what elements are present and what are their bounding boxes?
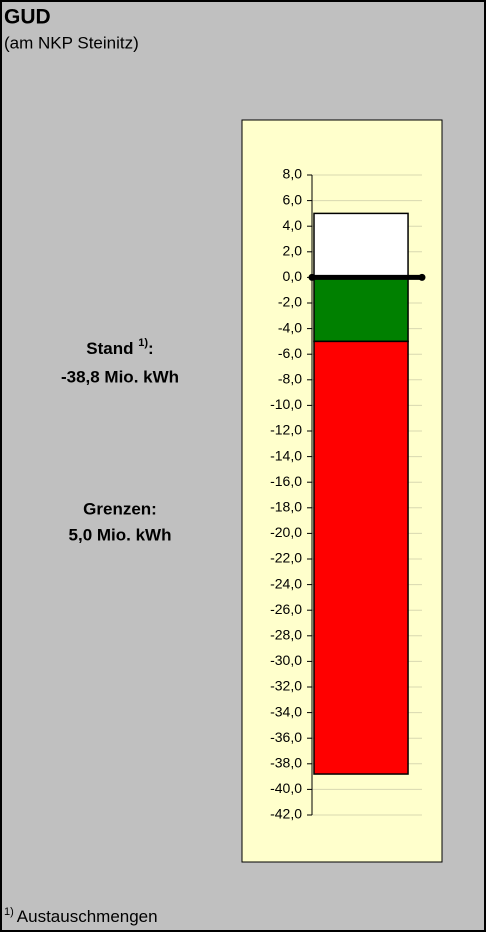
y-tick-label: -32,0 — [270, 678, 302, 694]
stand-colon: : — [148, 339, 154, 358]
y-tick-label: -20,0 — [270, 524, 302, 540]
footnote-text: Austauschmengen — [17, 907, 158, 926]
limits-label: Grenzen: — [83, 499, 157, 518]
y-tick-label: -22,0 — [270, 550, 302, 566]
footnote-marker: 1) — [4, 906, 14, 918]
y-tick-label: -38,0 — [270, 755, 302, 771]
bar-segment — [313, 276, 409, 343]
y-tick-label: -18,0 — [270, 499, 302, 515]
y-tick-label: -6,0 — [278, 345, 302, 361]
y-tick-label: -14,0 — [270, 447, 302, 463]
y-tick-label: 0,0 — [283, 268, 303, 284]
bar-segment — [313, 340, 409, 775]
zero-line-end — [418, 273, 426, 281]
y-tick-label: -2,0 — [278, 294, 302, 310]
y-tick-label: 8,0 — [283, 166, 303, 182]
y-tick-label: -24,0 — [270, 575, 302, 591]
y-tick-label: 2,0 — [283, 243, 303, 259]
y-tick-label: -12,0 — [270, 422, 302, 438]
title: GUD — [4, 6, 51, 29]
stand-value: -38,8 Mio. kWh — [61, 367, 179, 386]
bar-segment — [313, 212, 409, 279]
stand-note: 1) — [138, 337, 148, 349]
y-tick-label: -28,0 — [270, 627, 302, 643]
y-tick-label: -16,0 — [270, 473, 302, 489]
stand-label: Stand 1): — [86, 337, 153, 359]
y-tick-label: -30,0 — [270, 652, 302, 668]
y-tick-label: -36,0 — [270, 729, 302, 745]
y-tick-label: -8,0 — [278, 371, 302, 387]
stand-text: Stand — [86, 339, 133, 358]
y-tick-label: -10,0 — [270, 396, 302, 412]
y-tick-label: 6,0 — [283, 191, 303, 207]
y-tick-label: -34,0 — [270, 703, 302, 719]
subtitle: (am NKP Steinitz) — [4, 33, 139, 52]
y-tick-label: 4,0 — [283, 217, 303, 233]
y-tick-label: -42,0 — [270, 806, 302, 822]
y-tick-label: -40,0 — [270, 780, 302, 796]
limits-value: 5,0 Mio. kWh — [69, 525, 172, 544]
zero-line-end — [308, 273, 316, 281]
footnote: 1) Austauschmengen — [4, 906, 158, 927]
y-tick-label: -26,0 — [270, 601, 302, 617]
y-tick-label: -4,0 — [278, 319, 302, 335]
